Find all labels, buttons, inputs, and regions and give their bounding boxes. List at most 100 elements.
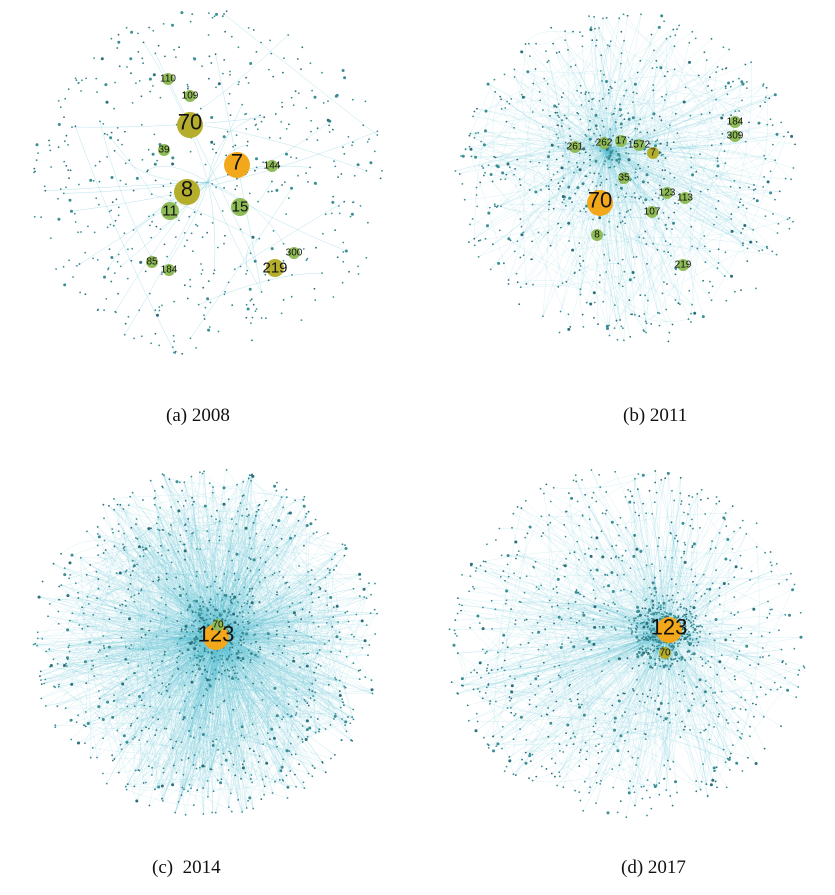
edge (184, 521, 220, 718)
edge (126, 577, 177, 680)
node-dot (705, 59, 708, 61)
node-dot (207, 328, 211, 332)
edge (568, 18, 620, 188)
node-dot (589, 154, 591, 157)
node-dot (124, 130, 126, 133)
node-dot (347, 136, 350, 138)
node-dot (125, 26, 128, 29)
edge (65, 707, 312, 718)
edge (139, 546, 243, 813)
node-dot (242, 480, 245, 483)
edge (532, 149, 608, 242)
edge (54, 505, 130, 688)
node-dot (623, 270, 626, 273)
node-dot (281, 106, 284, 108)
edge (151, 636, 219, 776)
edge (117, 510, 180, 731)
edge (131, 636, 219, 724)
edge (192, 504, 217, 523)
node-dot (567, 160, 570, 163)
edge (248, 514, 268, 764)
node-dot (328, 124, 330, 127)
edge (138, 593, 192, 789)
edge (39, 621, 214, 677)
node-dot (189, 603, 192, 606)
hub-node-8: 8 (591, 229, 603, 241)
edge (255, 641, 292, 755)
node-dot (324, 590, 327, 592)
edge (118, 636, 219, 773)
edge (131, 683, 313, 724)
edge (114, 758, 208, 782)
edge (114, 636, 219, 701)
edge (711, 132, 789, 301)
node-dot (210, 116, 214, 119)
node-dot (625, 211, 628, 213)
edge (36, 633, 219, 646)
node-dot (474, 155, 478, 159)
edge (527, 71, 732, 220)
node-dot (131, 247, 134, 250)
node-dot (160, 544, 162, 547)
edge (88, 636, 219, 724)
edge (176, 672, 315, 742)
node-dot (775, 132, 779, 136)
node-dot (288, 123, 290, 126)
node-dot (274, 780, 276, 783)
edge (102, 733, 258, 774)
edge (606, 149, 708, 190)
node-dot (772, 143, 774, 146)
edge (149, 554, 336, 707)
edge (83, 636, 219, 726)
edge (217, 636, 337, 680)
node-dot (142, 782, 145, 784)
node-dot (128, 647, 131, 650)
node-dot (80, 90, 82, 92)
edge (564, 31, 600, 142)
node-dot (180, 11, 184, 15)
node-dot (639, 59, 642, 62)
node-dot (172, 351, 175, 354)
edge (315, 577, 329, 733)
node-dot (577, 113, 580, 115)
node-dot (150, 236, 153, 239)
edge (254, 612, 279, 635)
edge (200, 620, 205, 650)
edge (165, 533, 179, 670)
node-dot (87, 225, 89, 228)
edge (55, 687, 189, 759)
edge (645, 198, 755, 296)
node-dot (116, 729, 119, 732)
node-dot (255, 157, 258, 161)
node-dot (249, 659, 252, 661)
edge (217, 636, 315, 769)
edge (509, 167, 571, 327)
edge (33, 644, 309, 774)
edge (139, 652, 242, 697)
node-dot (116, 260, 119, 263)
node-dot (245, 303, 248, 306)
node-dot (189, 337, 192, 340)
edge (87, 551, 179, 597)
node-dot (703, 245, 706, 248)
node-dot (208, 77, 210, 80)
node-dot (84, 251, 87, 254)
edge (217, 636, 308, 722)
edge (67, 613, 73, 626)
edge (581, 149, 608, 261)
edge (606, 149, 636, 315)
edge (113, 498, 284, 578)
hub-circle (618, 172, 630, 184)
edge (157, 517, 323, 764)
node-dot (177, 801, 180, 803)
node-dot (206, 297, 210, 301)
node-dot (758, 250, 760, 252)
edge (217, 515, 243, 633)
node-dot (627, 117, 631, 121)
node-dot (613, 327, 616, 329)
node-dot (600, 54, 603, 57)
edge (500, 149, 608, 207)
node-dot (92, 180, 95, 182)
node-dot (123, 232, 126, 235)
